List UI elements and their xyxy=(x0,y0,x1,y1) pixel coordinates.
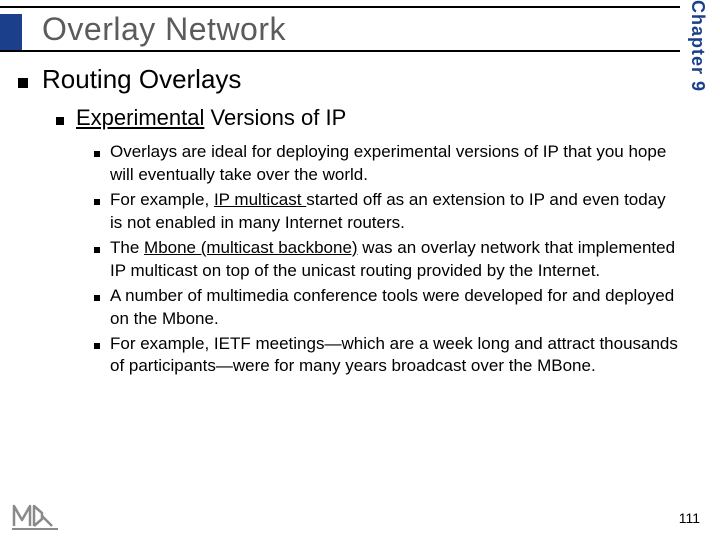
title-accent-box xyxy=(0,14,22,50)
level1-text: Routing Overlays xyxy=(42,64,241,95)
title-bar: Overlay Network xyxy=(0,6,680,52)
level3-text: A number of multimedia conference tools … xyxy=(110,285,680,331)
level3-text: The Mbone (multicast backbone) was an ov… xyxy=(110,237,680,283)
level3-item: For example, IP multicast started off as… xyxy=(94,189,680,235)
square-bullet-icon xyxy=(94,199,100,205)
level1-item: Routing Overlays xyxy=(18,64,680,95)
slide-title: Overlay Network xyxy=(42,11,286,48)
page-number: 111 xyxy=(679,510,700,526)
square-bullet-icon xyxy=(94,151,100,157)
level3-text: For example, IP multicast started off as… xyxy=(110,189,680,235)
level3-text: Overlays are ideal for deploying experim… xyxy=(110,141,680,187)
square-bullet-icon xyxy=(56,117,64,125)
level2-item: Experimental Versions of IP xyxy=(56,105,680,131)
level3-item: The Mbone (multicast backbone) was an ov… xyxy=(94,237,680,283)
square-bullet-icon xyxy=(94,343,100,349)
square-bullet-icon xyxy=(18,78,28,88)
level3-item: For example, IETF meetings—which are a w… xyxy=(94,333,680,379)
level2-text: Experimental Versions of IP xyxy=(76,105,346,131)
chapter-label: Chapter 9 xyxy=(687,0,708,92)
level3-list: Overlays are ideal for deploying experim… xyxy=(94,141,680,378)
square-bullet-icon xyxy=(94,295,100,301)
level3-item: Overlays are ideal for deploying experim… xyxy=(94,141,680,187)
content-area: Routing Overlays Experimental Versions o… xyxy=(18,64,680,380)
square-bullet-icon xyxy=(94,247,100,253)
level3-item: A number of multimedia conference tools … xyxy=(94,285,680,331)
level3-text: For example, IETF meetings—which are a w… xyxy=(110,333,680,379)
publisher-logo xyxy=(12,500,58,532)
